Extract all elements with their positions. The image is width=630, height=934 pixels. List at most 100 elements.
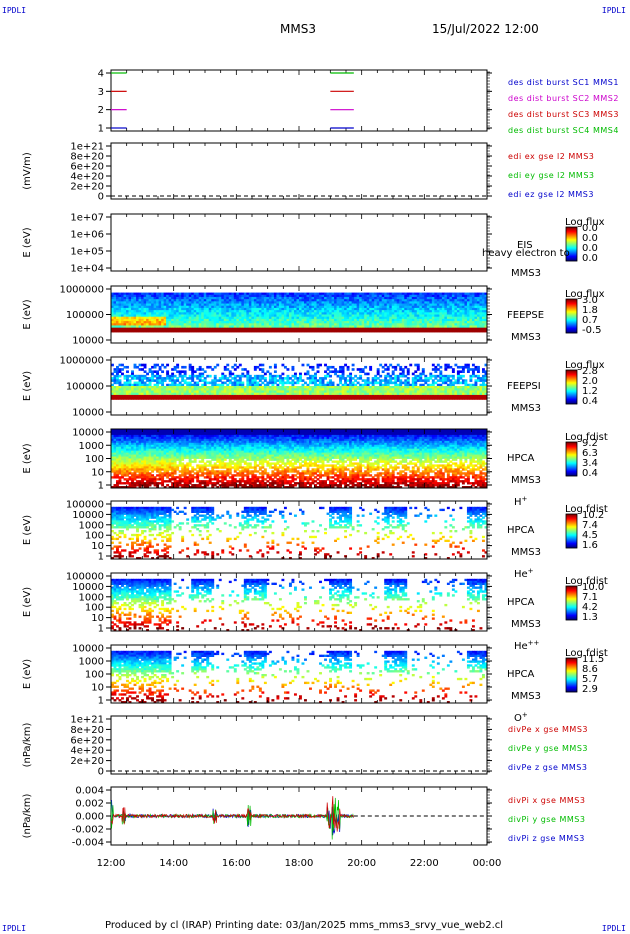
- spectrogram-cell: [203, 323, 207, 326]
- spectrogram-cell: [201, 323, 205, 326]
- spectrogram-cell: [268, 392, 272, 396]
- spectrogram-cell: [248, 327, 252, 331]
- spectrogram-cell: [391, 307, 395, 311]
- spectrogram-cell: [111, 392, 114, 396]
- spectrogram-cell: [416, 377, 420, 380]
- spectrogram-cell: [394, 312, 398, 315]
- spectrogram-cell: [113, 466, 117, 469]
- spectrogram-cell: [421, 301, 425, 304]
- spectrogram-cell: [141, 314, 144, 318]
- spectrogram-cell: [301, 312, 305, 315]
- spectrogram-cell: [221, 310, 225, 313]
- spectrogram-cell: [146, 296, 149, 300]
- spectrogram-cell: [311, 388, 315, 391]
- spectrogram-cell: [464, 303, 468, 307]
- spectrogram-cell: [346, 294, 350, 298]
- spectrogram-cell: [141, 377, 144, 380]
- spectrogram-cell: [246, 379, 250, 382]
- spectrogram-cell: [111, 444, 114, 448]
- spectrogram-cell: [304, 312, 307, 315]
- spectrogram-cell: [151, 296, 155, 300]
- spectrogram-cell: [186, 325, 190, 329]
- spectrogram-cell: [236, 323, 240, 326]
- spectrogram-cell: [231, 329, 235, 333]
- spectrogram-cell: [278, 305, 282, 309]
- spectrogram-cell: [178, 392, 182, 396]
- spectrogram-cell: [439, 292, 443, 296]
- spectrogram-cell: [414, 305, 418, 309]
- spectrogram-cell: [138, 325, 142, 329]
- spectrogram-cell: [286, 394, 290, 398]
- spectrogram-cell: [276, 296, 280, 300]
- spectrogram-cell: [133, 397, 137, 400]
- spectrogram-cell: [314, 316, 317, 320]
- spectrogram-cell: [238, 323, 242, 326]
- spectrogram-cell: [321, 381, 325, 385]
- spectrogram-cell: [339, 325, 343, 329]
- spectrogram-cell: [351, 323, 355, 326]
- spectrogram-cell: [266, 325, 270, 329]
- spectrogram-cell: [208, 327, 212, 331]
- spectrogram-cell: [369, 312, 373, 315]
- spectrogram-cell: [226, 310, 230, 313]
- spectrogram-cell: [321, 318, 325, 322]
- spectrogram-cell: [253, 329, 257, 333]
- spectrogram-cell: [113, 325, 117, 329]
- spectrogram-cell: [456, 397, 460, 400]
- spectrogram-cell: [241, 312, 245, 315]
- spectrogram-cell: [394, 318, 398, 322]
- spectrogram-cell: [401, 370, 405, 374]
- spectrogram-cell: [123, 294, 127, 298]
- spectrogram-cell: [263, 392, 267, 396]
- spectrogram-cell: [356, 394, 360, 398]
- spectrogram-cell: [449, 321, 453, 324]
- spectrogram-cell: [339, 379, 343, 382]
- spectrogram-cell: [156, 301, 160, 304]
- spectrogram-cell: [414, 310, 418, 313]
- spectrogram-cell: [436, 299, 440, 302]
- spectrogram-cell: [401, 314, 405, 318]
- spectrogram-cell: [339, 323, 343, 326]
- spectrogram-cell: [281, 392, 285, 396]
- spectrogram-cell: [131, 314, 134, 318]
- colorbar-step: [566, 235, 577, 237]
- spectrogram-cell: [399, 379, 403, 382]
- spectrogram-cell: [276, 374, 280, 378]
- spectrogram-cell: [236, 321, 240, 324]
- spectrogram-cell: [156, 388, 160, 391]
- spectrogram-cell: [116, 442, 119, 446]
- spectrogram-cell: [451, 305, 455, 309]
- spectrogram-cell: [464, 327, 468, 331]
- spectrogram-cell: [326, 329, 330, 333]
- spectrogram-cell: [339, 299, 343, 302]
- spectrogram-cell: [434, 386, 438, 389]
- spectrogram-cell: [351, 314, 355, 318]
- spectrogram-cell: [156, 321, 160, 324]
- spectrogram-cell: [404, 303, 408, 307]
- spectrogram-cell: [469, 379, 473, 382]
- spectrogram-cell: [111, 327, 114, 331]
- spectrogram-cell: [228, 301, 232, 304]
- spectrogram-cell: [331, 386, 335, 389]
- spectrogram-cell: [206, 386, 210, 389]
- spectrogram-cell: [246, 325, 250, 329]
- spectrogram-cell: [404, 381, 408, 385]
- spectrogram-cell: [416, 323, 420, 326]
- spectrogram-cell: [434, 327, 438, 331]
- spectrogram-cell: [314, 301, 317, 304]
- spectrogram-cell: [116, 436, 119, 440]
- spectrogram-cell: [261, 394, 265, 398]
- spectrogram-cell: [436, 397, 440, 400]
- spectrogram-cell: [454, 307, 458, 311]
- spectrogram-cell: [346, 383, 350, 387]
- spectrogram-cell: [351, 325, 355, 329]
- spectrogram-cell: [296, 377, 300, 380]
- spectrogram-cell: [123, 325, 127, 329]
- spectrogram-cell: [451, 368, 455, 371]
- spectrogram-cell: [118, 363, 122, 367]
- spectrogram-cell: [278, 292, 282, 296]
- spectrogram-cell: [196, 329, 200, 333]
- spectrogram-cell: [208, 299, 212, 302]
- spectrogram-cell: [424, 381, 428, 385]
- spectrogram-cell: [166, 301, 170, 304]
